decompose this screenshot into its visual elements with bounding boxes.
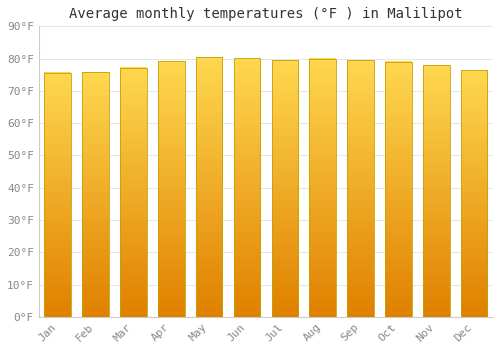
Bar <box>272 60 298 317</box>
Bar <box>158 61 184 317</box>
Bar <box>196 57 222 317</box>
Bar <box>234 58 260 317</box>
Bar <box>461 70 487 317</box>
Bar <box>44 73 71 317</box>
Bar <box>385 62 411 317</box>
Bar <box>82 72 109 317</box>
Bar <box>348 60 374 317</box>
Bar <box>310 58 336 317</box>
Title: Average monthly temperatures (°F ) in Malilipot: Average monthly temperatures (°F ) in Ma… <box>69 7 462 21</box>
Bar <box>423 65 450 317</box>
Bar <box>120 68 146 317</box>
